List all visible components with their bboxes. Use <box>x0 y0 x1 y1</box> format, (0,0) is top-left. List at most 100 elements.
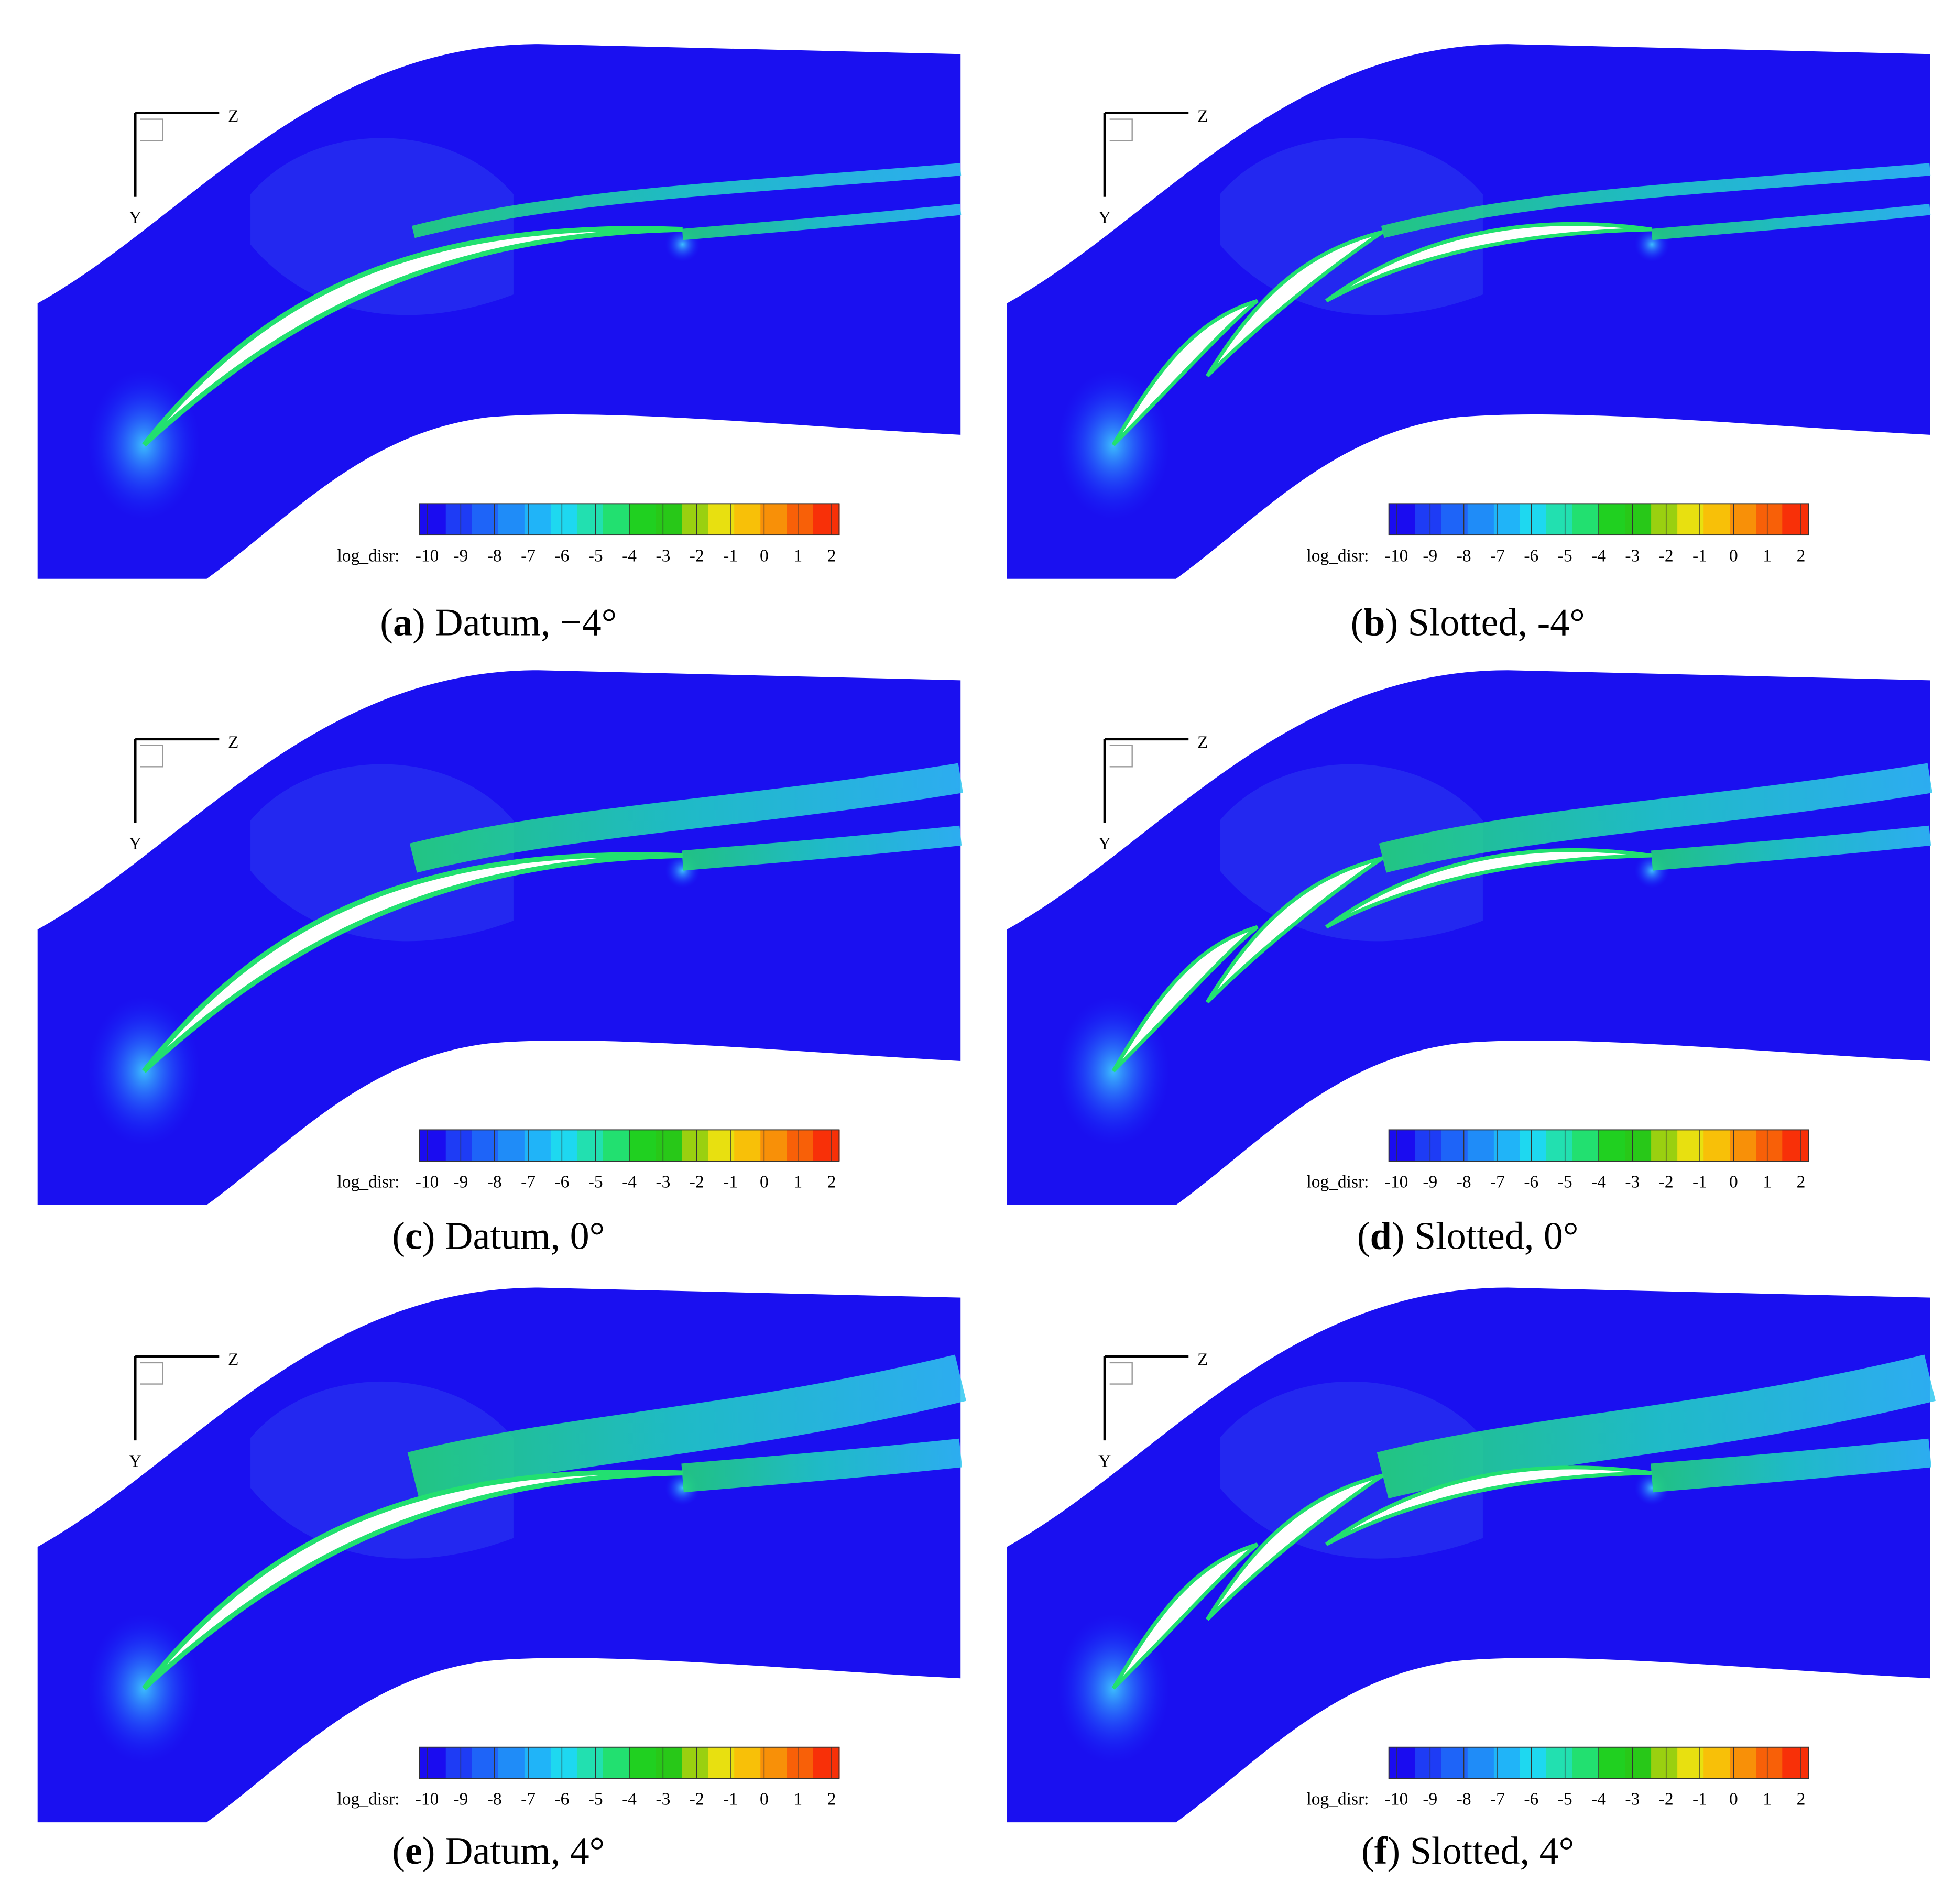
colorbar-swatch <box>682 504 709 535</box>
colorbar-swatch <box>498 504 526 535</box>
colorbar-swatch <box>813 1747 840 1779</box>
colorbar-swatch <box>1546 504 1574 535</box>
wake-lower <box>1651 203 1931 240</box>
axis-triad <box>1103 738 1189 823</box>
axis-label-z: Z <box>1197 732 1208 752</box>
colorbar-tick-label: -2 <box>1659 1790 1674 1809</box>
colorbar-tick-label: -7 <box>521 546 536 565</box>
colorbar-tick-label: -1 <box>723 1790 738 1809</box>
airfoil <box>142 1469 683 1690</box>
flow-shade <box>250 138 514 315</box>
caption-part: d <box>1370 1214 1392 1257</box>
colorbar-swatch <box>1467 1130 1495 1162</box>
axis-label-z: Z <box>1197 1350 1208 1370</box>
colorbar-tick-label: -10 <box>1385 1790 1408 1809</box>
caption-part: ) Datum, 0° <box>422 1214 605 1257</box>
colorbar-tick-label: -3 <box>656 546 670 565</box>
colorbar-swatch <box>445 504 473 535</box>
colorbar-tick-label: 0 <box>1729 546 1738 565</box>
colorbar-swatch <box>629 1130 657 1162</box>
colorbar-tick-label: -4 <box>622 1790 637 1809</box>
colorbar-tick-label: 0 <box>760 546 769 565</box>
airfoil-rear <box>1325 222 1653 303</box>
colorbar-tick-label: 0 <box>1729 1172 1738 1191</box>
colorbar-label: log_disr: <box>1306 1790 1369 1809</box>
colorbar-swatch <box>1756 1747 1783 1779</box>
panel-caption: (e) Datum, 4° <box>392 1830 605 1873</box>
colorbar-swatch <box>1730 504 1757 535</box>
colorbar-tick-label: -3 <box>656 1172 670 1191</box>
colorbar-label: log_disr: <box>1306 546 1369 565</box>
colorbar-tick-label: -3 <box>1625 1790 1640 1809</box>
axis-triad <box>1103 1355 1189 1441</box>
colorbar-swatch <box>1520 504 1547 535</box>
colorbar-tick-label: -8 <box>487 546 502 565</box>
colorbar-label: log_disr: <box>337 1790 399 1809</box>
axis-triad <box>134 738 220 823</box>
colorbar-tick-label: 2 <box>1797 1790 1806 1809</box>
colorbar-swatch <box>1730 1130 1757 1162</box>
colorbar-tick-label: -1 <box>1692 1790 1707 1809</box>
colorbar-swatch <box>1782 1747 1809 1779</box>
colorbar-swatch <box>1782 1130 1809 1162</box>
colorbar-swatch <box>760 1747 788 1779</box>
colorbar-swatch <box>1756 1130 1783 1162</box>
colorbar-swatch <box>1493 1747 1521 1779</box>
colorbar-swatch <box>656 504 683 535</box>
panel-caption: (c) Datum, 0° <box>392 1214 605 1257</box>
colorbar-swatch <box>1389 1747 1416 1779</box>
colorbar-swatch <box>1467 1747 1495 1779</box>
colorbar-tick-label: -6 <box>554 546 569 565</box>
colorbar-tick-label: -2 <box>690 1790 704 1809</box>
flow-shade <box>1219 764 1483 942</box>
axis-label-y: Y <box>1098 1451 1111 1471</box>
wake-upper <box>1381 163 1931 238</box>
colorbar-tick-label: 2 <box>827 546 836 565</box>
colorbar-swatch <box>1572 1130 1600 1162</box>
colorbar-label: log_disr: <box>337 546 399 565</box>
airfoil <box>142 226 683 447</box>
colorbar-tick-label: -7 <box>1490 1790 1505 1809</box>
colorbar-tick-label: -2 <box>1659 546 1674 565</box>
colorbar-tick-label: -9 <box>453 546 468 565</box>
airfoil-mid <box>1206 1473 1384 1621</box>
axis-label-z: Z <box>228 732 238 752</box>
colorbar-swatch <box>813 1130 840 1162</box>
colorbar-tick-label: -7 <box>1490 1172 1505 1191</box>
caption-part: ( <box>1361 1830 1374 1873</box>
airfoil-mid <box>1206 856 1384 1004</box>
colorbar-swatch <box>787 1130 814 1162</box>
colorbar-swatch <box>787 1747 814 1779</box>
colorbar-swatch <box>1572 504 1600 535</box>
axis-label-z: Z <box>1197 106 1208 126</box>
colorbar-swatch <box>524 1130 552 1162</box>
colorbar-swatch <box>1546 1747 1574 1779</box>
colorbar-tick-label: -9 <box>453 1172 468 1191</box>
colorbar-swatch <box>787 504 814 535</box>
colorbar-swatch <box>682 1747 709 1779</box>
axis-label-y: Y <box>129 208 141 227</box>
airfoil-mid <box>1206 230 1384 378</box>
axis-box <box>140 1362 163 1385</box>
colorbar-swatch <box>576 504 604 535</box>
colorbar-tick-label: -1 <box>723 1172 738 1191</box>
panel-caption: (b) Slotted, -4° <box>1351 601 1585 644</box>
colorbar-tick-label: -3 <box>656 1790 670 1809</box>
caption-part: ( <box>380 601 393 644</box>
colorbar-swatch <box>813 504 840 535</box>
airfoil-rear <box>1325 1465 1653 1546</box>
colorbar-swatch <box>1782 504 1809 535</box>
colorbar-swatch <box>524 1747 552 1779</box>
colorbar-tick-label: -8 <box>487 1172 502 1191</box>
flow-shade <box>250 1381 514 1559</box>
colorbar-swatch <box>1599 1747 1626 1779</box>
colorbar-tick-label: -1 <box>1692 1172 1707 1191</box>
axis-label-z: Z <box>228 106 238 126</box>
colorbar-tick-label: -2 <box>1659 1172 1674 1191</box>
colorbar-tick-label: -4 <box>1591 1790 1606 1809</box>
colorbar-tick-label: -8 <box>1457 1790 1471 1809</box>
colorbar-swatch <box>1389 1130 1416 1162</box>
wake-upper <box>407 1354 966 1499</box>
